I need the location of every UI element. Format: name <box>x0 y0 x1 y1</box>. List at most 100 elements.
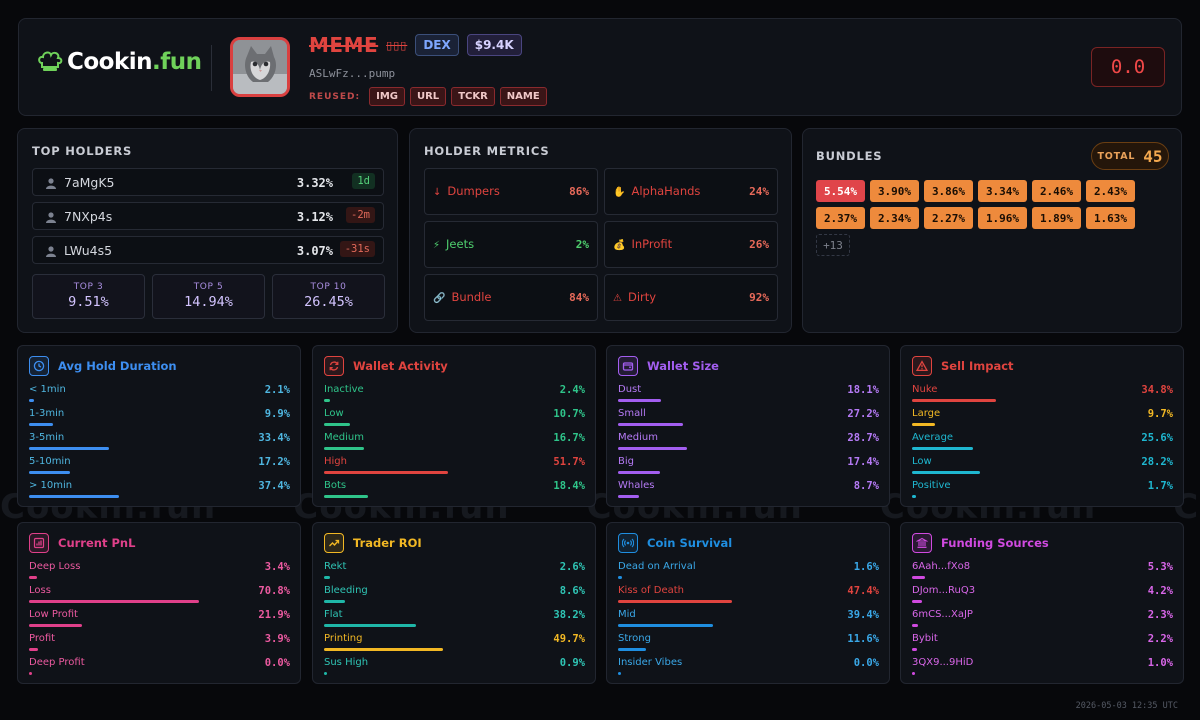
stat-bar <box>912 600 923 603</box>
chef-hat-icon <box>38 51 63 71</box>
stat-card-wallet-activity: Wallet Activity Inactive 2.4% Low 10.7% Mediu… <box>312 345 596 507</box>
stat-label: Bots <box>324 480 347 491</box>
holder-age-badge: -2m <box>346 207 375 223</box>
card-title: Wallet Size <box>647 359 719 373</box>
stat-value: 28.2% <box>1141 456 1173 468</box>
metric-icon: 💰 <box>613 240 626 251</box>
stat-row: DJom...RuQ3 4.2% <box>912 585 1173 609</box>
card-header: Trader ROI <box>324 533 422 553</box>
holder-row[interactable]: 7aMgK5 3.32% 1d <box>32 168 384 196</box>
bundle-chip[interactable]: 2.27% <box>924 207 973 229</box>
bank-icon <box>912 533 932 553</box>
stat-card-avg-hold-duration: Avg Hold Duration < 1min 2.1% 1-3min 9.9% 3-5… <box>17 345 301 507</box>
stat-bar <box>912 423 936 426</box>
timestamp: 2026-05-03 12:35 UTC <box>1075 701 1178 711</box>
stat-label: Dead on Arrival <box>618 561 696 572</box>
stat-row: Profit 3.9% <box>29 633 290 657</box>
stat-row: Printing 49.7% <box>324 633 585 657</box>
stat-row: Low 10.7% <box>324 408 585 432</box>
holder-row[interactable]: 7NXp4s 3.12% -2m <box>32 202 384 230</box>
stat-row: 3QX9...9HiD 1.0% <box>912 657 1173 681</box>
stat-label: Medium <box>324 432 364 443</box>
stat-label: 5-10min <box>29 456 71 467</box>
stat-label: Dust <box>618 384 642 395</box>
metric-value: 26% <box>749 238 769 251</box>
bundles-more[interactable]: +13 <box>816 234 850 256</box>
top-holders-title: TOP HOLDERS <box>32 144 133 158</box>
stat-value: 38.2% <box>553 609 585 621</box>
stat-bar <box>912 576 925 579</box>
header-divider <box>211 45 212 91</box>
stat-row: Deep Profit 0.0% <box>29 657 290 681</box>
bundle-chip[interactable]: 1.89% <box>1032 207 1081 229</box>
stat-value: 0.0% <box>264 657 290 669</box>
stat-value: 0.9% <box>559 657 585 669</box>
stat-bar <box>912 447 974 450</box>
stat-value: 10.7% <box>553 408 585 420</box>
holder-row[interactable]: LWu4s5 3.07% -31s <box>32 236 384 264</box>
stat-row: Kiss of Death 47.4% <box>618 585 879 609</box>
stat-value: 8.6% <box>559 585 585 597</box>
stat-label: Medium <box>618 432 658 443</box>
holder-name: LWu4s5 <box>64 243 113 258</box>
stat-label: Inactive <box>324 384 364 395</box>
bundles-panel: BUNDLES TOTAL 45 5.54% 3.90% 3.86% 3.34% 2.4… <box>802 128 1182 333</box>
stat-value: 1.0% <box>1147 657 1173 669</box>
bundle-chip[interactable]: 5.54% <box>816 180 865 202</box>
stat-bar <box>324 399 330 402</box>
logo[interactable]: Cookin.fun <box>37 49 202 75</box>
bar-chart-icon <box>29 533 49 553</box>
stat-label: 3QX9...9HiD <box>912 657 974 668</box>
token-avatar[interactable] <box>230 37 290 97</box>
stat-row: Medium 28.7% <box>618 432 879 456</box>
metric-icon: ↓ <box>433 187 442 198</box>
bundle-chip[interactable]: 3.86% <box>924 180 973 202</box>
stat-bar <box>618 471 660 474</box>
token-address[interactable]: ASLwFz...pump <box>309 67 396 80</box>
stat-value: 16.7% <box>553 432 585 444</box>
stat-bar <box>618 447 687 450</box>
token-title-row: MEME ▯▯▯ DEX $9.4K <box>309 33 522 57</box>
stat-row: Mid 39.4% <box>618 609 879 633</box>
holder-name: 7NXp4s <box>64 209 113 224</box>
stat-row: Bots 18.4% <box>324 480 585 504</box>
stat-row: Whales 8.7% <box>618 480 879 504</box>
metric-label: ⚠ Dirty <box>613 290 657 304</box>
stat-label: 6Aah...fXo8 <box>912 561 971 572</box>
metric-alphahands: ✋ AlphaHands 24% <box>604 168 778 215</box>
user-icon <box>46 178 56 189</box>
holder-name: 7aMgK5 <box>64 175 115 190</box>
metric-label: 💰 InProfit <box>613 237 673 251</box>
stat-bar <box>29 447 110 450</box>
bundle-chip[interactable]: 3.34% <box>978 180 1027 202</box>
stat-row: Bybit 2.2% <box>912 633 1173 657</box>
stat-row: 1-3min 9.9% <box>29 408 290 432</box>
bundle-chip[interactable]: 2.46% <box>1032 180 1081 202</box>
wallet-icon <box>618 356 638 376</box>
stat-bar <box>324 672 327 675</box>
stat-bar <box>324 648 444 651</box>
stat-label: Profit <box>29 633 56 644</box>
stat-value: 2.2% <box>1147 633 1173 645</box>
bundle-chip[interactable]: 2.43% <box>1086 180 1135 202</box>
metric-value: 92% <box>749 291 769 304</box>
bundle-chip[interactable]: 1.96% <box>978 207 1027 229</box>
stat-bar <box>618 648 646 651</box>
stat-row: 6mCS...XaJP 2.3% <box>912 609 1173 633</box>
stat-value: 33.4% <box>258 432 290 444</box>
stat-bar <box>29 399 35 402</box>
card-header: Wallet Size <box>618 356 719 376</box>
bundle-chip[interactable]: 3.90% <box>870 180 919 202</box>
holder-pct: 3.32% <box>296 176 333 190</box>
bundle-chip[interactable]: 2.34% <box>870 207 919 229</box>
stat-label: Bybit <box>912 633 938 644</box>
bundles-total-badge: TOTAL 45 <box>1091 142 1169 170</box>
stat-row: Loss 70.8% <box>29 585 290 609</box>
stat-label: Deep Loss <box>29 561 81 572</box>
stat-row: 3-5min 33.4% <box>29 432 290 456</box>
card-header: Wallet Activity <box>324 356 448 376</box>
bundle-chip[interactable]: 2.37% <box>816 207 865 229</box>
card-title: Current PnL <box>58 536 136 550</box>
bundle-chip[interactable]: 1.63% <box>1086 207 1135 229</box>
stat-value: 18.1% <box>847 384 879 396</box>
